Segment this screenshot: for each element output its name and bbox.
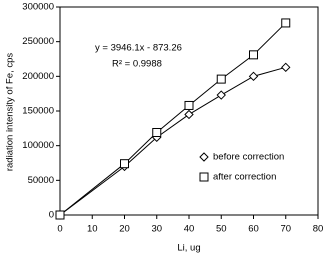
x-tick-label: 40 [184, 224, 195, 235]
marker-diamond [184, 109, 194, 120]
y-tick-label: 300000 [22, 2, 54, 13]
marker-square [184, 100, 194, 110]
y-tick-label: 250000 [22, 36, 54, 47]
marker-square [216, 74, 226, 84]
marker-diamond [248, 71, 259, 82]
marker-square [55, 210, 65, 220]
x-tick-label: 0 [57, 224, 62, 235]
marker-square [281, 18, 291, 28]
x-tick-label: 50 [216, 224, 227, 235]
marker-diamond [281, 62, 291, 73]
x-tick-label: 60 [248, 224, 259, 235]
y-tick-label: 100000 [22, 140, 54, 151]
legend-marker [199, 152, 209, 162]
x-tick-label: 70 [280, 224, 291, 235]
annotation: R² = 0.9988 [112, 59, 162, 70]
y-tick-label: 200000 [22, 71, 54, 82]
legend-label: before correction [213, 152, 284, 163]
annotation: y = 3946.1x - 873.26 [95, 43, 182, 54]
x-tick-label: 10 [87, 224, 98, 235]
y-tick-label: 50000 [28, 175, 54, 186]
y-tick-label: 0 [49, 210, 54, 221]
x-tick-label: 20 [119, 224, 130, 235]
marker-square [152, 127, 162, 137]
x-tick-label: 80 [313, 224, 324, 235]
series-line [59, 66, 286, 216]
marker-diamond [216, 90, 226, 100]
y-axis-label: radiation intensity of Fe, cps [5, 53, 16, 172]
x-axis-label: Li, ug [177, 243, 200, 254]
marker-square [120, 159, 129, 169]
marker-square [249, 50, 258, 60]
x-tick-label: 30 [151, 224, 162, 235]
legend-label: after correction [213, 172, 276, 183]
legend-marker [199, 172, 209, 182]
y-tick-label: 150000 [22, 106, 54, 117]
